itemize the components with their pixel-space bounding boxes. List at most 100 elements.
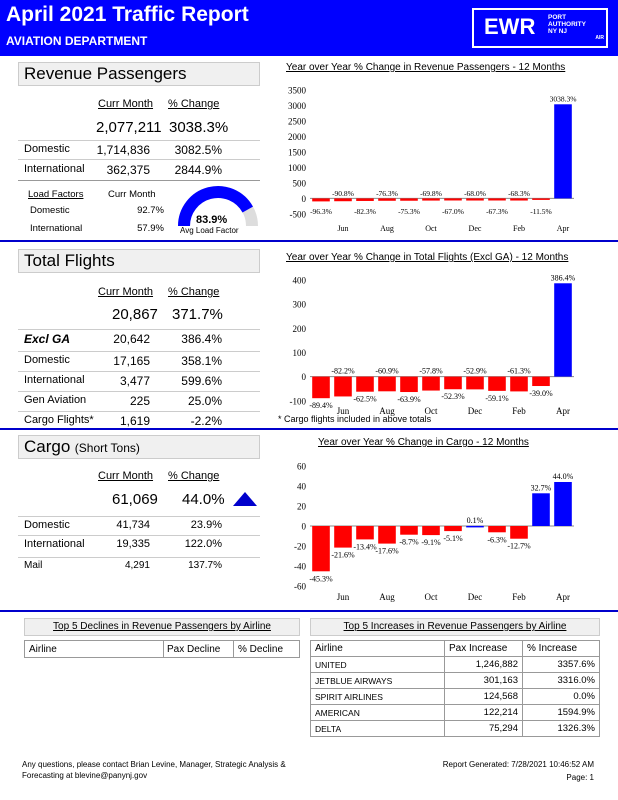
- load-factor-label: Domestic: [30, 205, 70, 216]
- data-label: -11.5%: [530, 207, 552, 216]
- cargo-col-curr: Curr Month: [98, 470, 154, 482]
- y-tick-label: 200: [293, 324, 307, 334]
- y-tick-label: 400: [293, 276, 307, 286]
- data-label: -59.1%: [485, 394, 509, 403]
- table-row: JETBLUE AIRWAYS 301,163 3316.0%: [310, 672, 600, 689]
- load-factors-title: Load Factors: [28, 189, 84, 200]
- cargo-row-label: Mail: [24, 560, 43, 571]
- flights-row-value: 20,642: [113, 332, 150, 346]
- y-tick-label: 1000: [288, 163, 307, 173]
- revenue-row-change: 3082.5%: [174, 143, 222, 157]
- bar: [554, 283, 572, 377]
- data-label: -68.3%: [508, 189, 530, 198]
- y-tick-label: 1500: [288, 147, 307, 157]
- bar: [312, 526, 330, 572]
- bar: [444, 376, 462, 390]
- data-label: -52.9%: [463, 367, 487, 376]
- data-label: -17.6%: [375, 547, 399, 556]
- flights-row-value: 225: [129, 394, 150, 408]
- data-label: 3038.3%: [550, 94, 577, 103]
- x-tick-label: Oct: [425, 224, 437, 233]
- table-row: DELTA 75,294 1326.3%: [310, 720, 600, 737]
- x-tick-label: Aug: [380, 224, 394, 233]
- cargo-section-header: [18, 435, 260, 459]
- bar: [312, 198, 330, 202]
- x-tick-label: Feb: [512, 592, 526, 602]
- load-factor-value: 57.9%: [137, 223, 164, 234]
- data-label: -69.8%: [420, 189, 442, 198]
- bar: [378, 376, 396, 392]
- flights-total-change: 371.7%: [172, 306, 223, 323]
- data-label: -89.4%: [309, 401, 333, 410]
- y-tick-label: -500: [290, 209, 307, 219]
- flights-row-label: Cargo Flights*: [24, 414, 94, 426]
- data-label: -6.3%: [487, 535, 507, 544]
- load-factor-value: 92.7%: [137, 205, 164, 216]
- bar: [422, 526, 440, 536]
- y-tick-label: -40: [294, 562, 306, 572]
- x-tick-label: Jun: [337, 406, 350, 416]
- table-row: SPIRIT AIRLINES 124,568 0.0%: [310, 688, 600, 705]
- data-label: -61.3%: [507, 367, 531, 376]
- flights-row-label: Excl GA: [24, 332, 71, 346]
- y-tick-label: 60: [297, 462, 307, 472]
- data-label: -57.8%: [419, 367, 443, 376]
- flights-yoy-chart: 400 300 200 100 0 -100 -89.4% -82.2% -62.5% -60.9…: [290, 273, 576, 416]
- bar: [334, 198, 352, 202]
- revenue-row-value: 1,714,836: [96, 143, 150, 157]
- revenue-section-title: Revenue Passengers: [24, 64, 187, 83]
- bar: [378, 198, 396, 201]
- data-label: 386.4%: [551, 273, 576, 282]
- x-tick-label: Apr: [556, 592, 570, 602]
- x-tick-label: Dec: [468, 406, 483, 416]
- y-tick-label: 0: [302, 372, 307, 382]
- bar: [532, 376, 550, 387]
- flights-col-change: % Change: [168, 286, 220, 298]
- cargo-row-change: 23.9%: [190, 519, 222, 531]
- airport-logo: EWR PORT AUTHORITY NY NJ AIR: [472, 8, 608, 48]
- bar: [378, 526, 396, 544]
- flights-total-value: 20,867: [112, 306, 158, 323]
- y-tick-label: 0: [302, 522, 307, 532]
- cargo-row-value: 19,335: [116, 538, 150, 550]
- data-label: -67.0%: [442, 207, 464, 216]
- report-header: April 2021 Traffic Report AVIATION DEPAR…: [0, 0, 618, 56]
- gauge-fill: [178, 186, 253, 227]
- x-tick-label: Jun: [337, 592, 350, 602]
- revenue-section-header: [18, 62, 260, 86]
- x-tick-label: Feb: [512, 406, 526, 416]
- revenue-yoy-chart: 3500 3000 2500 2000 1500 1000 500 0 -500 -96.3%-9…: [288, 86, 577, 234]
- x-tick-label: Jun: [337, 224, 348, 233]
- bar: [356, 526, 374, 540]
- y-tick-label: 2000: [288, 132, 307, 142]
- load-factors-col: Curr Month: [108, 189, 156, 200]
- contact-info: Any questions, please contact Brian Levi…: [22, 760, 286, 780]
- data-label: -76.3%: [376, 189, 398, 198]
- data-label: 32.7%: [531, 483, 552, 492]
- y-tick-label: 20: [297, 502, 307, 512]
- cargo-row-label: Domestic: [24, 519, 70, 531]
- y-tick-label: 2500: [288, 116, 307, 126]
- bar: [466, 376, 484, 390]
- bar: [488, 376, 506, 391]
- flights-row-label: Domestic: [24, 354, 70, 366]
- airport-code: EWR: [484, 14, 536, 39]
- revenue-row-value: 362,375: [106, 163, 150, 177]
- bar: [466, 198, 484, 201]
- y-tick-label: 500: [293, 178, 307, 188]
- x-tick-label: Oct: [425, 406, 438, 416]
- bar: [510, 526, 528, 539]
- x-tick-label: Dec: [469, 224, 482, 233]
- increases-title: Top 5 Increases in Revenue Passengers by…: [343, 621, 567, 632]
- cargo-row-change: 122.0%: [184, 538, 222, 550]
- bar: [400, 376, 418, 393]
- flights-row-change: 358.1%: [181, 354, 222, 368]
- data-label: -12.7%: [507, 542, 531, 551]
- increases-title-box: [310, 618, 600, 636]
- data-label: -62.5%: [353, 395, 377, 404]
- cargo-section-title: Cargo (Short Tons): [24, 437, 140, 456]
- data-label: -60.9%: [375, 367, 399, 376]
- data-label: -67.3%: [486, 207, 508, 216]
- table-row: AMERICAN 122,214 1594.9%: [310, 704, 600, 721]
- bar: [554, 482, 572, 526]
